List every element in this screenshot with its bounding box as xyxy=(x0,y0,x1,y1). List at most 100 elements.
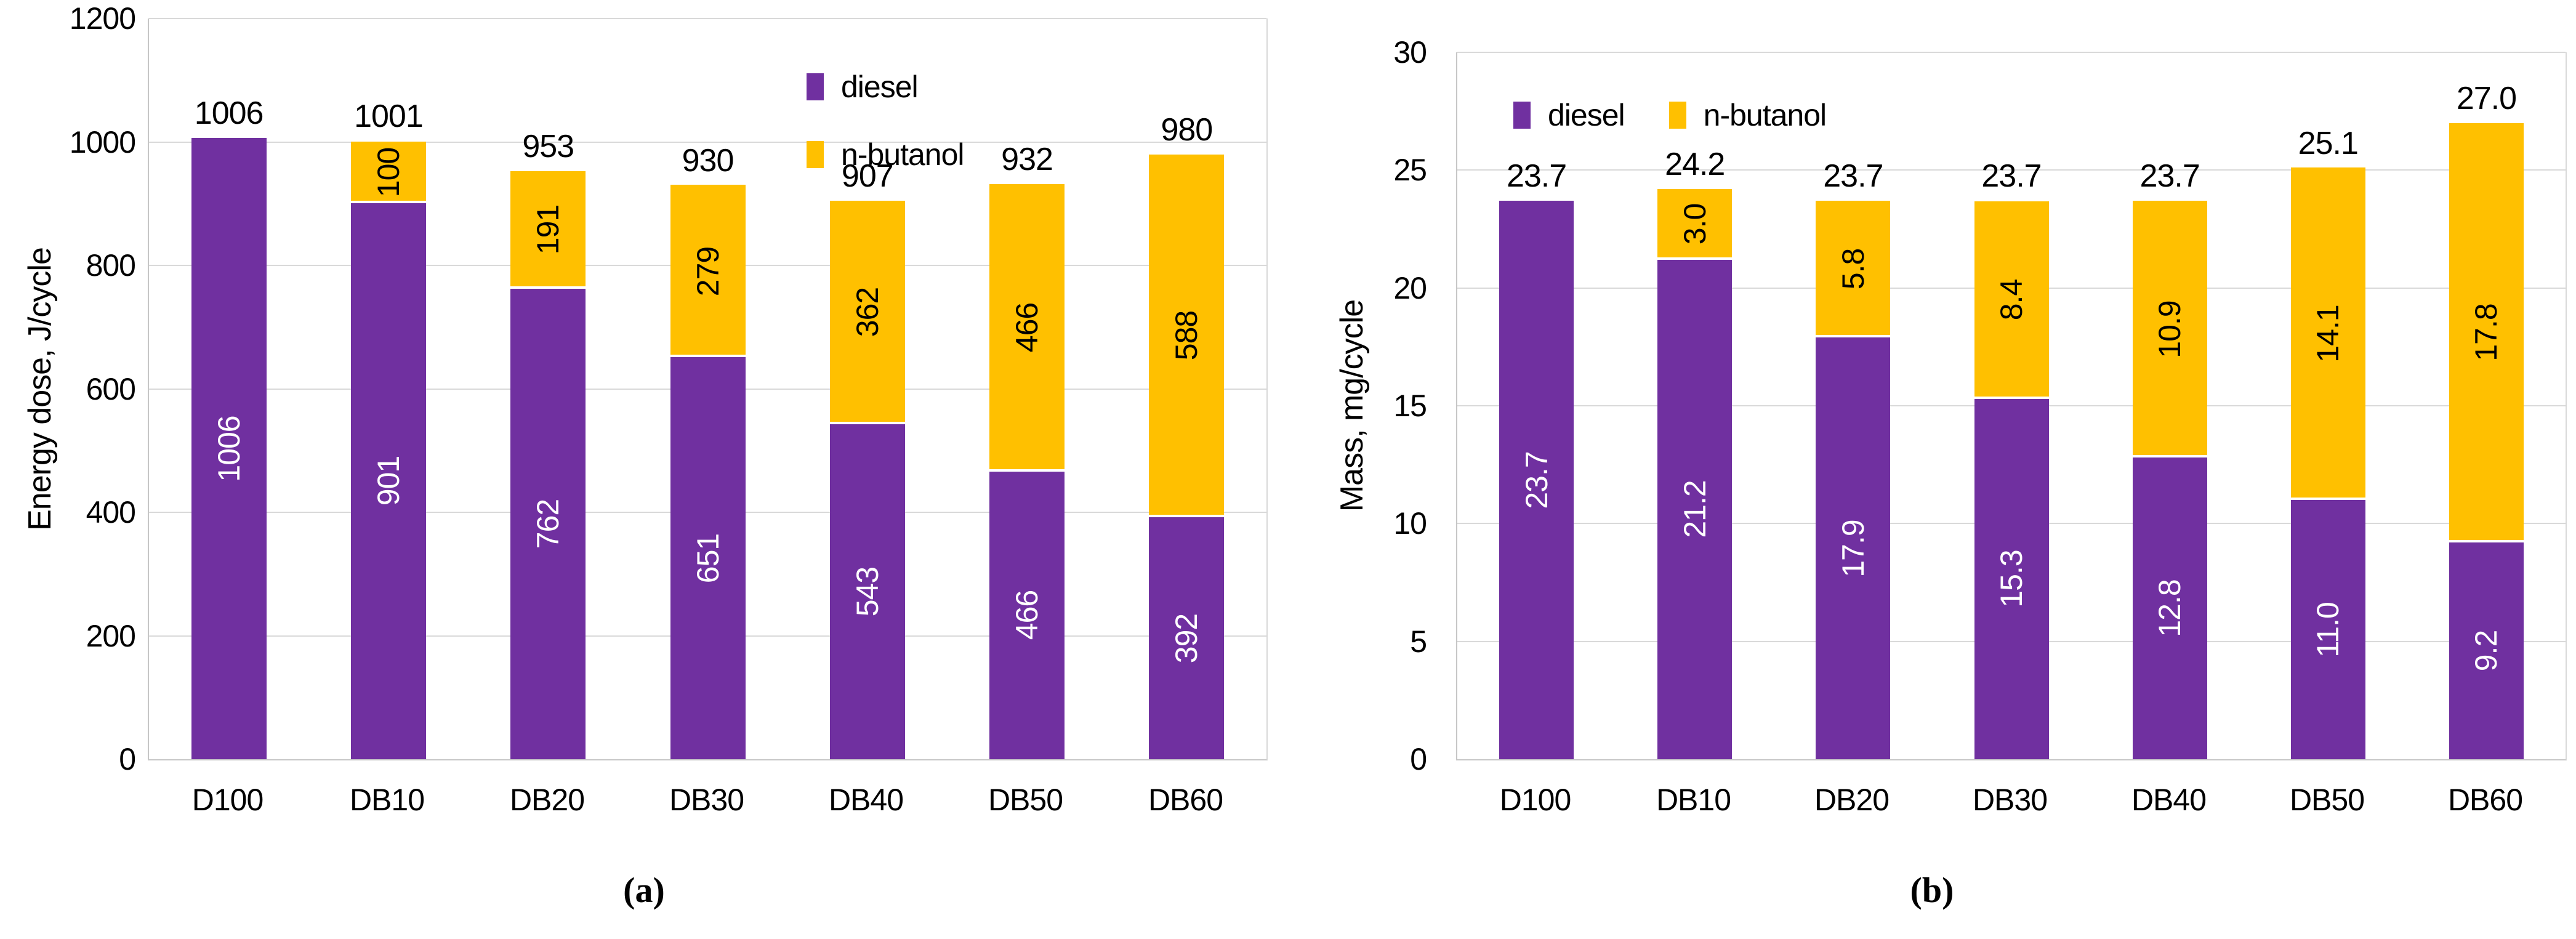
x-axis-label: D100 xyxy=(1499,783,1572,817)
bar-segment-value-label: 3.0 xyxy=(1677,204,1712,245)
bar-segment-value-label: 466 xyxy=(1010,590,1045,640)
bar-segment-diesel xyxy=(989,472,1065,759)
legend: diesel n-butanol xyxy=(1513,97,1827,133)
bar-segment-value-label: 466 xyxy=(1010,303,1045,353)
legend-marker-diesel xyxy=(1513,102,1531,129)
legend-marker-diesel xyxy=(807,73,824,100)
bar-segment-value-label: 9.2 xyxy=(2469,630,2504,672)
bar-segment-diesel xyxy=(191,138,267,759)
bar-segment-diesel xyxy=(510,289,586,759)
x-axis-label: D100 xyxy=(191,783,264,817)
bar-total-label: 1001 xyxy=(354,99,424,135)
y-tick-label: 15 xyxy=(1393,389,1427,423)
bar-segment-value-label: 1006 xyxy=(211,416,246,482)
x-axis-label: DB20 xyxy=(509,783,585,817)
x-axis-label: DB40 xyxy=(2131,783,2207,817)
bar-segment-n-butanol xyxy=(1149,155,1224,517)
gridline xyxy=(149,18,1266,19)
bar-segment-value-label: 17.9 xyxy=(1835,519,1870,578)
bar-total-label: 980 xyxy=(1161,111,1213,148)
bar-segment-value-label: 279 xyxy=(690,246,725,296)
legend-marker-n-butanol xyxy=(1668,102,1686,129)
y-tick-label: 25 xyxy=(1393,153,1427,188)
x-axis-label: DB20 xyxy=(1814,783,1890,817)
bar-segment-diesel xyxy=(1499,201,1574,759)
bar-total-label: 23.7 xyxy=(1981,158,2042,195)
legend: diesel n-butanol xyxy=(807,69,964,172)
y-tick-label: 600 xyxy=(86,371,136,406)
x-axis-label: DB50 xyxy=(2289,783,2365,817)
y-tick-label: 10 xyxy=(1393,506,1427,541)
bar-segment-n-butanol xyxy=(1974,201,2049,399)
bar-segment-value-label: 17.8 xyxy=(2469,304,2504,362)
bar-segment-n-butanol xyxy=(351,142,426,203)
gridline xyxy=(149,141,1266,143)
legend-label: diesel xyxy=(1548,98,1625,132)
bar-segment-diesel xyxy=(670,357,746,759)
bar-segment-n-butanol xyxy=(989,184,1065,472)
legend-label: diesel xyxy=(841,70,919,104)
plot-area: 1006 1006 901 100 1001 762 191 953 651 279 930 543 3… xyxy=(148,18,1268,760)
bar-segment-n-butanol xyxy=(510,171,586,289)
x-axis-label: DB50 xyxy=(988,783,1063,817)
y-tick-label: 30 xyxy=(1393,35,1427,70)
gridline xyxy=(1457,52,2566,53)
legend-item-n-butanol: n-butanol xyxy=(807,137,964,172)
bar-total-label: 1006 xyxy=(194,95,264,132)
bar-segment-diesel xyxy=(1657,260,1732,759)
y-tick-label: 1200 xyxy=(69,1,136,36)
bar-segment-value-label: 901 xyxy=(371,456,406,506)
bar-segment-n-butanol xyxy=(2133,201,2207,457)
bar-total-label: 25.1 xyxy=(2298,125,2359,161)
bar-segment-value-label: 362 xyxy=(850,287,885,337)
y-tick-label: 5 xyxy=(1410,624,1427,659)
bar-segment-value-label: 23.7 xyxy=(1519,451,1554,509)
bar-segment-value-label: 12.8 xyxy=(2152,579,2188,637)
bar-total-label: 953 xyxy=(522,128,574,164)
legend-marker-n-butanol xyxy=(807,141,824,168)
legend-label: n-butanol xyxy=(841,137,964,172)
bar-segment-diesel xyxy=(1974,399,2049,759)
y-tick-label: 20 xyxy=(1393,270,1427,305)
bar-segment-value-label: 11.0 xyxy=(2311,602,2346,658)
gridline xyxy=(1457,169,2566,171)
y-tick-label: 1000 xyxy=(69,124,136,159)
legend-label: n-butanol xyxy=(1703,98,1827,132)
bar-segment-value-label: 100 xyxy=(371,147,406,197)
bar-segment-value-label: 191 xyxy=(531,205,566,255)
x-axis-label: DB40 xyxy=(828,783,904,817)
bar-segment-value-label: 5.8 xyxy=(1835,248,1870,290)
bar-segment-n-butanol xyxy=(1816,201,1890,337)
bar-segment-value-label: 15.3 xyxy=(1994,550,2029,608)
x-axis-label: DB60 xyxy=(2447,783,2523,817)
legend-item-diesel: diesel xyxy=(1513,97,1625,133)
x-axis-label: DB30 xyxy=(669,783,744,817)
x-axis-label: DB10 xyxy=(349,783,425,817)
bar-segment-diesel xyxy=(1149,517,1224,759)
x-axis-label: DB10 xyxy=(1656,783,1731,817)
subfigure-caption-b: (b) xyxy=(1910,870,1954,910)
bar-total-label: 24.2 xyxy=(1665,146,1725,182)
bar-segment-diesel xyxy=(2133,457,2207,759)
bar-total-label: 23.7 xyxy=(1506,158,1567,195)
bar-segment-value-label: 10.9 xyxy=(2152,300,2188,358)
legend-item-n-butanol: n-butanol xyxy=(1668,97,1827,133)
bar-segment-diesel xyxy=(2291,500,2365,759)
y-tick-label: 400 xyxy=(86,495,136,530)
y-tick-label: 0 xyxy=(119,742,136,776)
bar-segment-n-butanol xyxy=(1657,189,1732,260)
y-tick-label: 200 xyxy=(86,618,136,653)
bar-total-label: 27.0 xyxy=(2456,80,2517,116)
bar-segment-diesel xyxy=(351,203,426,759)
subfigure-caption-a: (a) xyxy=(623,870,665,910)
plot-area: 23.7 23.7 21.2 3.0 24.2 17.9 5.8 23.7 15.3 8.4 23.… xyxy=(1456,52,2567,760)
bar-segment-n-butanol xyxy=(2291,167,2365,500)
bar-segment-n-butanol xyxy=(670,185,746,357)
bar-segment-value-label: 762 xyxy=(531,499,566,549)
y-tick-label: 800 xyxy=(86,248,136,283)
bar-segment-diesel xyxy=(1816,337,1890,759)
chart-b-panel: Mass, mg/cycle 23.7 23.7 21.2 3.0 24.2 17.9 5.… xyxy=(1288,0,2576,939)
bar-segment-value-label: 21.2 xyxy=(1677,480,1712,539)
chart-a-panel: Energy dose, J/cycle 1006 1006 901 100 1001 7… xyxy=(22,1,1268,910)
